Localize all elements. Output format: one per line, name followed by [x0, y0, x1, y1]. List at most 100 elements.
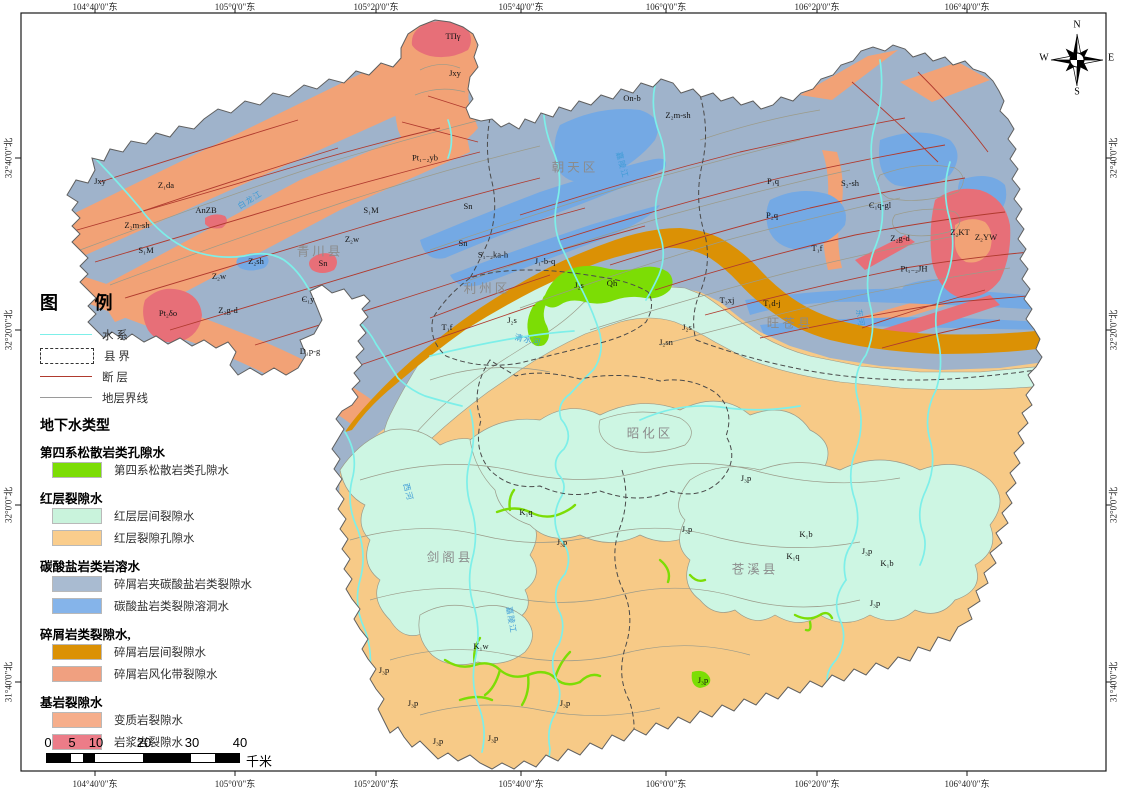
geo-unit-label: Sn	[318, 258, 328, 268]
geo-unit-label: Z₂w	[344, 234, 360, 244]
legend-item-label: 变质岩裂隙水	[114, 715, 183, 727]
karst-water-areas	[236, 109, 1042, 338]
longitude-label-top: 106°40'0"东	[944, 2, 990, 12]
scalebar-segment	[95, 754, 143, 762]
longitude-label-bottom: 105°20'0"东	[353, 779, 399, 789]
latitude-label-left: 31°40'0"北	[3, 661, 14, 703]
fault-swatch	[40, 376, 92, 377]
geo-unit-label: K₁b	[880, 558, 894, 568]
legend-color-swatch	[52, 576, 102, 592]
longitude-label-bottom: 105°0'0"东	[214, 779, 256, 789]
legend-item-label: 碳酸盐岩类裂隙溶洞水	[114, 601, 229, 613]
legend-item-label: 红层层间裂隙水	[114, 511, 195, 523]
legend-line-items: 水 系县 界断 层地层界线	[40, 324, 290, 408]
geo-unit-label: Є₁y	[301, 294, 315, 304]
legend-color-swatch	[52, 666, 102, 682]
legend-item: 碎屑岩夹碳酸盐岩类裂隙水	[40, 573, 290, 595]
geo-unit-label: J₃p	[869, 598, 881, 608]
geo-unit-label: TΠγ	[445, 31, 461, 41]
latitude-label-left: 32°0'0"北	[3, 487, 14, 523]
longitude-label-top: 104°40'0"东	[72, 2, 118, 12]
scale-bar: 0 5 10 20 30 40 千米	[44, 735, 346, 769]
geo-unit-label: K₁q	[519, 507, 533, 517]
geo-unit-label: J₂s	[682, 322, 692, 332]
compass-e-label: E	[1107, 52, 1115, 64]
scalebar-segment	[191, 754, 215, 762]
geo-unit-label: J₃p	[740, 473, 752, 483]
compass-s-label: S	[1074, 86, 1080, 98]
geo-unit-label: J₃p	[681, 524, 693, 534]
geo-unit-label: T₁f	[441, 322, 453, 332]
geo-unit-label: Є₁q-gl	[868, 200, 892, 210]
geo-unit-label: Pt₁₋₂yb	[411, 152, 439, 163]
geo-unit-label: P₂q	[766, 210, 778, 220]
map-frame	[20, 12, 1107, 772]
latitude-label-right: 31°40'0"北	[1108, 661, 1119, 703]
county-name-label: 青川县	[296, 244, 344, 259]
legend-color-swatch	[52, 462, 102, 478]
geo-unit-label: J₃p	[556, 537, 568, 547]
boundary-swatch	[40, 347, 94, 364]
scalebar-tick-label: 10	[88, 735, 104, 750]
latitude-label-right: 32°20'0"北	[1108, 309, 1119, 351]
legend-color-swatch	[52, 734, 102, 750]
longitude-label-top: 106°20'0"东	[794, 2, 840, 12]
legend-title: 图 例	[40, 293, 129, 313]
scalebar-tick-label: 5	[68, 735, 76, 750]
compass-n-label: N	[1073, 19, 1081, 31]
legend-item-label: 碎屑岩风化带裂隙水	[114, 669, 218, 681]
geo-unit-label: T₁f	[811, 243, 823, 253]
geo-unit-label: J₂s	[574, 280, 584, 290]
scalebar-segment	[215, 754, 239, 762]
geo-unit-label: Qh	[606, 278, 618, 288]
latitude-label-right: 32°40'0"北	[1108, 137, 1119, 179]
legend-group-header: 红层裂隙水	[40, 492, 103, 506]
geo-unit-label: K₁b	[799, 529, 813, 539]
geo-unit-label: K₁w	[473, 641, 489, 651]
river-lines	[94, 59, 954, 769]
geo-unit-label: J₁-b-q	[534, 256, 556, 266]
legend-groups: 第四系松散岩类孔隙水 第四系松散岩类孔隙水 红层裂隙水 红层层间裂隙水 红层裂隙孔隙水碳…	[40, 442, 290, 753]
scalebar-segment	[143, 754, 191, 762]
legend: 图 例 水 系县 界断 层地层界线 地下水类型 第四系松散岩类孔隙水 第四系松散岩…	[40, 289, 290, 753]
geo-unit-label: T₃xj	[719, 295, 735, 305]
scalebar-tick-label: 0	[44, 735, 52, 750]
geo-unit-label: J₃p	[559, 698, 571, 708]
legend-line-label: 地层界线	[102, 392, 148, 405]
latitude-label-right: 32°0'0"北	[1108, 487, 1119, 523]
legend-item: 红层层间裂隙水	[40, 505, 290, 527]
latitude-label-left: 32°40'0"北	[3, 137, 14, 179]
legend-line-label: 断 层	[102, 371, 128, 384]
legend-color-swatch	[52, 530, 102, 546]
legend-item-label: 岩浆岩裂隙水	[114, 737, 183, 749]
scalebar-segment	[47, 754, 71, 762]
river-swatch	[40, 334, 92, 335]
legend-item-label: 红层裂隙孔隙水	[114, 533, 195, 545]
geo-unit-label: Z₂g-d	[218, 305, 238, 315]
geo-unit-label: Z₂sh	[248, 256, 264, 266]
county-name-label: 朝天区	[551, 160, 599, 175]
geo-unit-label: Jxy	[449, 68, 461, 78]
county-name-label: 旺苍县	[766, 316, 814, 331]
compass-rose: N S W E	[1036, 18, 1118, 98]
longitude-label-top: 105°20'0"东	[353, 2, 399, 12]
scalebar-tick-label: 40	[232, 735, 248, 750]
county-name-label: 苍溪县	[731, 562, 779, 577]
legend-item-label: 第四系松散岩类孔隙水	[114, 465, 229, 477]
legend-color-swatch	[52, 598, 102, 614]
longitude-label-bottom: 106°40'0"东	[944, 779, 990, 789]
legend-item: 碎屑岩层间裂隙水	[40, 641, 290, 663]
geo-unit-label: Z₁da	[157, 180, 175, 190]
geo-unit-label: J₃p	[487, 733, 499, 743]
legend-line-item: 水 系	[40, 324, 290, 345]
geo-unit-label: T₁d-j	[763, 298, 781, 308]
county-name-label: 利州区	[463, 281, 511, 296]
scalebar-tick-label: 30	[184, 735, 200, 750]
axis-ticks	[15, 8, 1112, 776]
geo-unit-label: J₃p	[861, 546, 873, 556]
geo-unit-label: Z₂KT	[950, 227, 970, 237]
geo-unit-label: S₁₋₂ka-h	[477, 249, 509, 260]
legend-color-swatch	[52, 508, 102, 524]
scalebar-segment	[83, 754, 95, 762]
